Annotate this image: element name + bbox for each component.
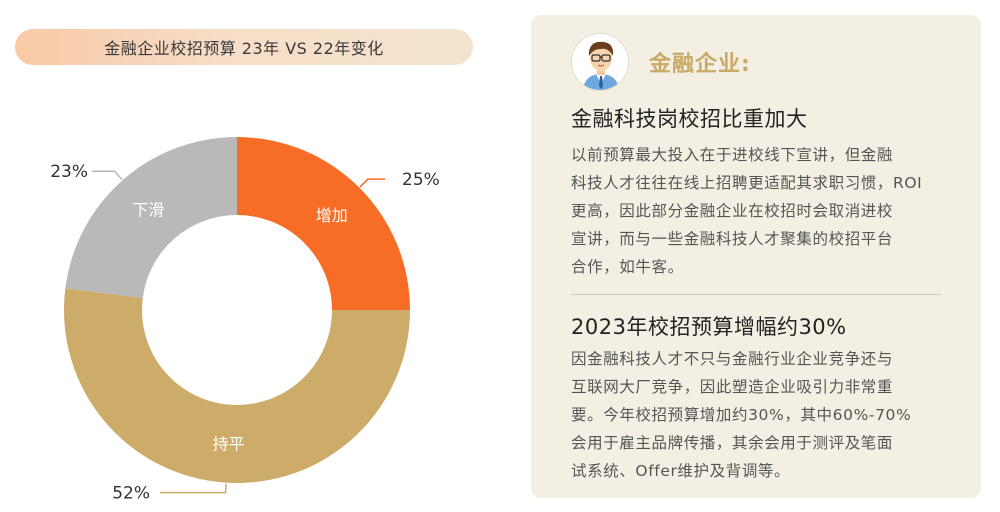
section-title: 2023年校招预算增幅约30% [571,315,847,339]
divider [571,294,941,295]
slice-label: 持平 [213,435,245,454]
leader-line [359,178,385,188]
body-line: 合作，如牛客。 [571,258,684,276]
slice-value-label: 52% [112,484,150,504]
slice-value-label: 25% [402,170,440,190]
section-body: 因金融科技人才不只与金融行业企业竞争还与 互联网大厂竞争，因此塑造企业吸引力非常… [571,345,949,485]
slice-value-label: 23% [50,162,88,182]
donut-slice [65,137,237,299]
body-line: 更高，因此部分金融企业在校招时会取消进校 [571,202,894,220]
donut-slice [63,288,410,483]
body-line: 以前预算最大投入在于进校线下宣讲，但金融 [571,146,894,164]
leader-line [160,483,227,494]
body-line: 因金融科技人才不只与金融行业企业竞争还与 [571,350,894,368]
slice-label: 增加 [316,206,348,225]
section-body: 以前预算最大投入在于进校线下宣讲，但金融 科技人才往往在线上招聘更适配其求职习惯… [571,141,949,281]
section-title: 金融科技岗校招比重加大 [571,107,808,131]
panel-heading: 金融企业: [649,52,751,77]
body-line: 要。今年校招预算增加约30%，其中60%-70% [571,406,912,424]
body-line: 会用于雇主品牌传播，其余会用于测评及笔面 [571,434,894,452]
donut-chart: 增加 25% 持平 52% 下滑 23% [50,137,440,504]
body-line: 试系统、Offer维护及背调等。 [571,462,791,480]
donut-slice [237,137,410,310]
body-line: 宣讲，而与一些金融科技人才聚集的校招平台 [571,230,894,248]
chart-title: 金融企业校招预算 23年 VS 22年变化 [15,29,473,65]
insight-panel: 金融企业: 金融科技岗校招比重加大 以前预算最大投入在于进校线下宣讲，但金融 科… [531,15,981,498]
person-avatar-icon [571,33,629,91]
slice-label: 下滑 [132,200,164,219]
body-line: 互联网大厂竞争，因此塑造企业吸引力非常重 [571,378,894,396]
leader-line [92,170,123,180]
body-line: 科技人才往往在线上招聘更适配其求职习惯，ROI [571,174,923,192]
